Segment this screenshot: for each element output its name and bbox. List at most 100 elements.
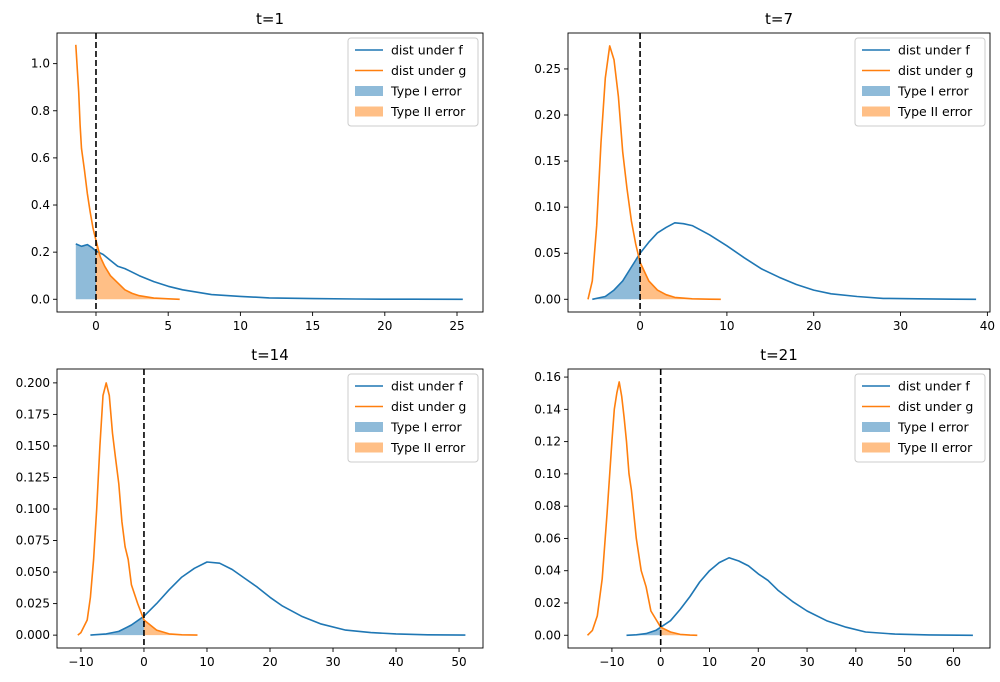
x-tick-label: 20	[377, 319, 392, 333]
x-tick-label: 20	[806, 319, 821, 333]
y-tick-label: 0.150	[16, 439, 50, 453]
y-tick-label: 0.2	[31, 245, 50, 259]
series-line-f	[626, 557, 973, 637]
y-tick-label: 0.000	[16, 628, 50, 642]
x-tick-label: 5	[164, 319, 172, 333]
legend-box	[854, 37, 986, 127]
legend-label: dist under g	[898, 63, 973, 78]
type-i-error-area	[75, 243, 96, 300]
legend-label: Type I error	[390, 84, 462, 99]
legend-label: dist under f	[898, 379, 970, 394]
plot-area	[77, 369, 466, 648]
series-line-f	[90, 561, 466, 636]
legend: dist under f dist under g Type I error Type…	[347, 37, 479, 127]
subplot-2: t=7 0 10 20 30 40 0.00 0.05 0.10 0.15 0.20 0.25 dist…	[534, 10, 995, 333]
legend: dist under f dist under g Type I error Type…	[347, 373, 479, 463]
legend-label: dist under g	[391, 63, 466, 78]
x-tick-label: 40	[388, 655, 403, 669]
legend-box	[347, 37, 479, 127]
subplot-title: t=21	[760, 346, 798, 364]
y-tick-label: 0.175	[16, 407, 50, 421]
legend-label: Type II error	[897, 440, 973, 455]
y-tick-label: 0.16	[534, 370, 561, 384]
plot-area	[586, 369, 973, 648]
y-tick-label: 0.050	[16, 565, 50, 579]
x-tick-label: 0	[92, 319, 100, 333]
axes-frame	[567, 368, 991, 649]
legend-label: Type II error	[897, 104, 973, 119]
legend-patch-swatch	[355, 442, 383, 453]
y-tick-label: 0.6	[31, 151, 50, 165]
y-tick-label: 0.02	[534, 596, 561, 610]
legend-label: dist under f	[391, 379, 463, 394]
legend-label: Type I error	[897, 420, 969, 435]
series-line-g	[75, 44, 180, 301]
series-line-g	[586, 381, 698, 637]
legend-label: Type II error	[390, 440, 466, 455]
legend: dist under f dist under g Type I error Type…	[854, 373, 986, 463]
legend-label: dist under g	[391, 399, 466, 414]
y-tick-label: 0.10	[534, 467, 561, 481]
y-tick-label: 1.0	[31, 57, 50, 71]
x-tick-label: 40	[848, 655, 863, 669]
legend-patch-swatch	[355, 106, 383, 117]
y-tick-label: 0.04	[534, 564, 561, 578]
legend: dist under f dist under g Type I error Type…	[854, 37, 986, 127]
x-tick-label: 30	[325, 655, 340, 669]
x-tick-label: 10	[719, 319, 734, 333]
x-tick-label: 0	[636, 319, 644, 333]
y-tick-label: 0.200	[16, 376, 50, 390]
y-tick-label: 0.125	[16, 470, 50, 484]
type-ii-error-area	[144, 620, 198, 636]
x-tick-label: 50	[897, 655, 912, 669]
legend-patch-swatch	[862, 422, 890, 432]
x-tick-label: 30	[893, 319, 908, 333]
x-tick-label: 10	[702, 655, 717, 669]
y-tick-label: 0.15	[534, 154, 561, 168]
x-tick-label: 30	[799, 655, 814, 669]
axes-frame	[56, 32, 484, 313]
legend-patch-swatch	[862, 442, 890, 453]
legend-label: dist under f	[898, 43, 970, 58]
x-tick-label: 40	[980, 319, 995, 333]
legend-patch-swatch	[355, 422, 383, 432]
type-ii-error-area	[640, 262, 721, 300]
subplot-title: t=1	[256, 10, 284, 28]
x-tick-label: 20	[262, 655, 277, 669]
legend-label: Type I error	[897, 84, 969, 99]
y-tick-label: 0.10	[534, 200, 561, 214]
y-tick-label: 0.025	[16, 597, 50, 611]
legend-box	[854, 373, 986, 463]
y-tick-label: 0.20	[534, 108, 561, 122]
y-tick-label: 0.12	[534, 435, 561, 449]
y-tick-label: 0.25	[534, 62, 561, 76]
legend-label: Type I error	[390, 420, 462, 435]
series-line-g	[587, 45, 721, 301]
x-tick-label: −10	[599, 655, 624, 669]
y-tick-label: 0.8	[31, 104, 50, 118]
type-ii-error-area	[660, 627, 698, 636]
x-tick-label: 10	[199, 655, 214, 669]
subplot-3: t=14 −10 0 10 20 30 40 50 0.000 0.025 0.050 0.075 0.…	[16, 346, 484, 669]
x-tick-label: 15	[305, 319, 320, 333]
legend-box	[347, 373, 479, 463]
y-tick-label: 0.0	[31, 292, 50, 306]
y-tick-label: 0.00	[534, 292, 561, 306]
x-tick-label: 0	[657, 655, 665, 669]
type-i-error-area	[90, 616, 144, 636]
y-tick-label: 0.4	[31, 198, 50, 212]
y-tick-label: 0.14	[534, 402, 561, 416]
x-tick-label: 0	[140, 655, 148, 669]
x-tick-label: −10	[68, 655, 93, 669]
y-tick-label: 0.075	[16, 534, 50, 548]
subplot-title: t=14	[251, 346, 289, 364]
type-i-error-area	[592, 253, 641, 300]
series-line-g	[77, 382, 198, 636]
x-tick-label: 10	[233, 319, 248, 333]
subplot-1: t=1 0 5 10 15 20 25 0.0 0.2 0.4 0.6 0.8 1.0 dist unde…	[31, 10, 484, 333]
legend-label: Type II error	[390, 104, 466, 119]
legend-patch-swatch	[862, 86, 890, 96]
axes-frame	[567, 32, 991, 313]
legend-patch-swatch	[355, 86, 383, 96]
